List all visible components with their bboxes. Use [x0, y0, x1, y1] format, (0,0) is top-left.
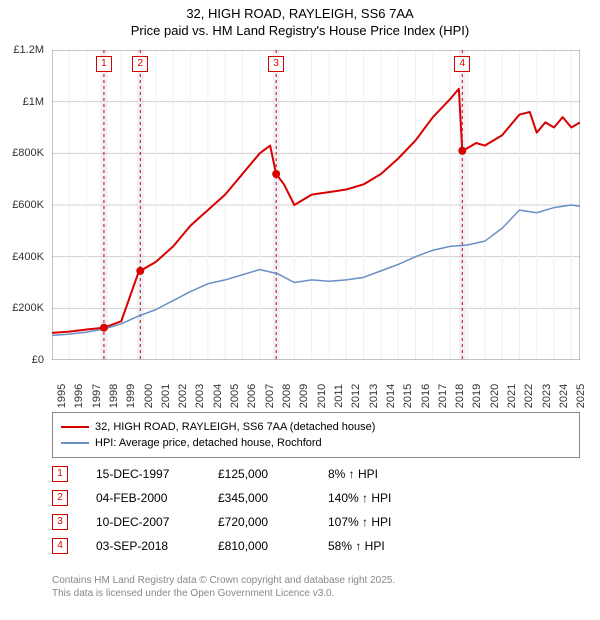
legend-swatch [61, 426, 89, 428]
x-tick-label: 2017 [437, 384, 449, 408]
attribution-line2: This data is licensed under the Open Gov… [52, 587, 395, 600]
x-tick-label: 1999 [125, 384, 137, 408]
sale-row: 4 03-SEP-2018 £810,000 58% ↑ HPI [52, 534, 580, 558]
sale-price: £810,000 [218, 539, 318, 553]
x-tick-label: 2007 [264, 384, 276, 408]
x-tick-label: 2014 [385, 384, 397, 408]
x-tick-label: 2021 [506, 384, 518, 408]
x-tick-label: 2011 [333, 384, 345, 408]
sale-table: 1 15-DEC-1997 £125,000 8% ↑ HPI 2 04-FEB-2000… [52, 462, 580, 558]
sale-date: 15-DEC-1997 [78, 467, 208, 481]
sale-price: £345,000 [218, 491, 318, 505]
x-tick-label: 2004 [212, 384, 224, 408]
sale-pct: 140% ↑ HPI [328, 491, 458, 505]
x-tick-label: 2005 [229, 384, 241, 408]
legend-row: HPI: Average price, detached house, Roch… [61, 435, 571, 451]
y-tick-label: £1M [23, 96, 44, 108]
chart-plot-area: 1 2 3 4 [52, 50, 580, 360]
x-tick-label: 2009 [298, 384, 310, 408]
x-tick-label: 2008 [281, 384, 293, 408]
sale-row: 1 15-DEC-1997 £125,000 8% ↑ HPI [52, 462, 580, 486]
x-tick-label: 2015 [402, 384, 414, 408]
x-tick-label: 2010 [316, 384, 328, 408]
legend-swatch [61, 442, 89, 444]
attribution-line1: Contains HM Land Registry data © Crown c… [52, 574, 395, 587]
x-tick-label: 1997 [91, 384, 103, 408]
y-tick-label: £0 [32, 354, 44, 366]
x-tick-label: 2023 [541, 384, 553, 408]
attribution: Contains HM Land Registry data © Crown c… [52, 574, 395, 600]
y-tick-label: £600K [12, 199, 44, 211]
legend: 32, HIGH ROAD, RAYLEIGH, SS6 7AA (detach… [52, 412, 580, 458]
sale-price: £125,000 [218, 467, 318, 481]
x-tick-label: 2019 [471, 384, 483, 408]
sale-row: 3 10-DEC-2007 £720,000 107% ↑ HPI [52, 510, 580, 534]
x-tick-label: 2025 [575, 384, 587, 408]
sale-row: 2 04-FEB-2000 £345,000 140% ↑ HPI [52, 486, 580, 510]
x-tick-label: 2020 [489, 384, 501, 408]
chart-svg [52, 50, 580, 360]
chart-container: 32, HIGH ROAD, RAYLEIGH, SS6 7AA Price p… [0, 0, 600, 620]
x-tick-label: 2002 [177, 384, 189, 408]
sale-price: £720,000 [218, 515, 318, 529]
x-tick-label: 1998 [108, 384, 120, 408]
x-tick-label: 2000 [143, 384, 155, 408]
y-tick-label: £800K [12, 147, 44, 159]
x-tick-label: 2012 [350, 384, 362, 408]
x-tick-label: 1996 [73, 384, 85, 408]
y-tick-label: £400K [12, 251, 44, 263]
x-tick-label: 2018 [454, 384, 466, 408]
x-axis-labels: 1995 1996 1997 1998 1999 2000 2001 2002 2003 2004… [52, 364, 580, 412]
title-sub: Price paid vs. HM Land Registry's House … [0, 23, 600, 38]
sale-date: 04-FEB-2000 [78, 491, 208, 505]
x-tick-label: 2013 [368, 384, 380, 408]
y-axis-labels: £0£200K£400K£600K£800K£1M£1.2M [0, 50, 48, 360]
chart-marker-2: 2 [132, 56, 148, 72]
sale-pct: 8% ↑ HPI [328, 467, 458, 481]
x-tick-label: 2001 [160, 384, 172, 408]
title-main: 32, HIGH ROAD, RAYLEIGH, SS6 7AA [0, 6, 600, 21]
sale-marker: 4 [52, 538, 68, 554]
sale-marker: 3 [52, 514, 68, 530]
x-tick-label: 2003 [194, 384, 206, 408]
chart-marker-1: 1 [96, 56, 112, 72]
x-tick-label: 2024 [558, 384, 570, 408]
x-tick-label: 2006 [246, 384, 258, 408]
sale-pct: 58% ↑ HPI [328, 539, 458, 553]
legend-label: 32, HIGH ROAD, RAYLEIGH, SS6 7AA (detach… [95, 421, 375, 433]
sale-marker: 1 [52, 466, 68, 482]
titles: 32, HIGH ROAD, RAYLEIGH, SS6 7AA Price p… [0, 0, 600, 38]
chart-marker-3: 3 [268, 56, 284, 72]
y-tick-label: £1.2M [13, 44, 44, 56]
sale-pct: 107% ↑ HPI [328, 515, 458, 529]
y-tick-label: £200K [12, 302, 44, 314]
sale-marker: 2 [52, 490, 68, 506]
sale-date: 03-SEP-2018 [78, 539, 208, 553]
x-tick-label: 2016 [420, 384, 432, 408]
x-tick-label: 1995 [56, 384, 68, 408]
legend-label: HPI: Average price, detached house, Roch… [95, 437, 322, 449]
x-tick-label: 2022 [523, 384, 535, 408]
sale-date: 10-DEC-2007 [78, 515, 208, 529]
legend-row: 32, HIGH ROAD, RAYLEIGH, SS6 7AA (detach… [61, 419, 571, 435]
chart-marker-4: 4 [454, 56, 470, 72]
